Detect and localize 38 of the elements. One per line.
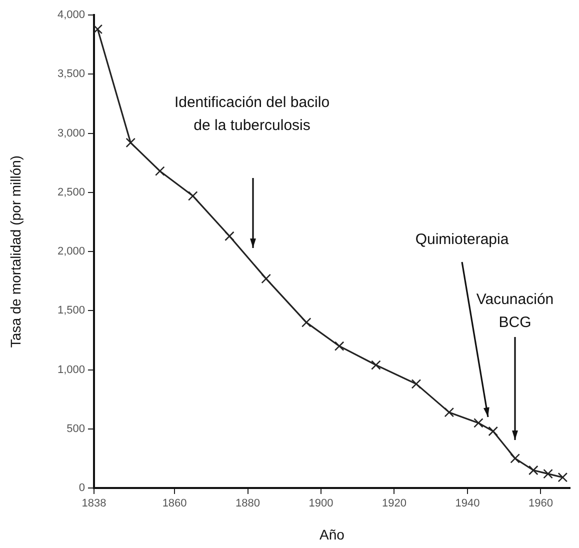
y-tick-label: 4,000: [57, 9, 85, 22]
y-tick-label: 3,500: [57, 68, 85, 80]
point: [224, 231, 234, 242]
annotation: Identificación del bacilo de la tuberculosis: [174, 94, 330, 134]
x-tick-label: 1900: [308, 498, 334, 510]
x-tick-label: 1920: [382, 498, 406, 510]
x-tick-label: 1940: [455, 498, 480, 510]
point: [371, 360, 381, 370]
annotation: Vacunación BCG: [476, 291, 554, 332]
y-tick-label: 0: [78, 482, 85, 494]
y-tick-label: 500: [66, 422, 85, 435]
point: [188, 191, 198, 201]
y-tick-label: 1,000: [57, 364, 85, 376]
point: [94, 24, 103, 34]
point: [543, 468, 553, 479]
y-tick-label: 3,000: [57, 127, 85, 140]
point: [474, 418, 484, 428]
y-tick-label: 2,500: [57, 186, 85, 198]
x-axis-title: Año: [320, 526, 345, 542]
point: [558, 472, 568, 482]
point: [334, 341, 344, 351]
x-tick-label: 1960: [528, 498, 553, 510]
point: [155, 166, 165, 176]
y-axis-title: Tasa de mortalidad (por millón): [7, 155, 24, 348]
point: [510, 454, 520, 464]
point: [528, 465, 538, 476]
point: [301, 318, 312, 328]
point: [261, 274, 271, 284]
point: [488, 426, 498, 436]
x-tick-label: 1880: [236, 498, 260, 510]
x-tick-label: 1838: [82, 498, 106, 510]
y-tick-label: 2,000: [57, 246, 85, 258]
point: [411, 379, 422, 389]
y-tick-label: 1,500: [57, 304, 85, 317]
point: [126, 138, 136, 148]
point: [444, 407, 454, 418]
annotation: Quimioterapia: [415, 231, 510, 248]
x-tick-label: 1860: [162, 498, 187, 510]
